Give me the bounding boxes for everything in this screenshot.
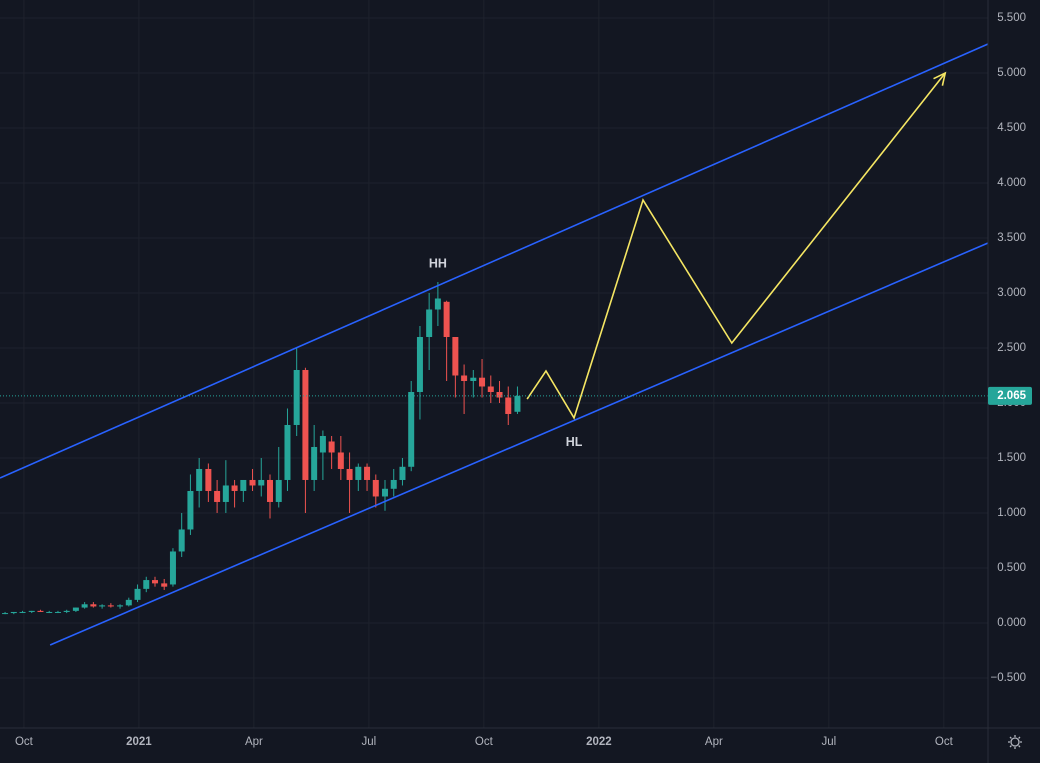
y-tick-label: −0.500 bbox=[991, 672, 1027, 684]
candle-body bbox=[319, 435, 326, 453]
candle-body bbox=[125, 599, 132, 606]
x-tick-label: Oct bbox=[935, 736, 954, 748]
y-tick-label: 3.000 bbox=[997, 287, 1026, 299]
candle-body bbox=[364, 466, 371, 480]
candle-body bbox=[408, 391, 415, 467]
candle-body bbox=[10, 611, 17, 614]
candle-body bbox=[99, 605, 106, 607]
candle-body bbox=[205, 468, 212, 491]
y-tick-label: 0.000 bbox=[997, 617, 1026, 629]
candle-body bbox=[372, 479, 379, 497]
annotation: HH bbox=[429, 256, 447, 270]
candle-body bbox=[390, 479, 397, 489]
candle-body bbox=[214, 490, 221, 502]
candle-body bbox=[514, 395, 521, 412]
candle-body bbox=[258, 479, 265, 486]
candle-body bbox=[107, 605, 114, 607]
candle-body bbox=[487, 386, 494, 392]
candle-body bbox=[54, 611, 61, 613]
candle-body bbox=[452, 336, 459, 376]
candle-body bbox=[266, 479, 273, 502]
plot-area: HH HL bbox=[0, 43, 989, 646]
candle-body bbox=[117, 605, 124, 607]
y-tick-label: 4.000 bbox=[997, 177, 1026, 189]
candle-body bbox=[275, 479, 282, 502]
x-tick-label: 2022 bbox=[586, 736, 612, 748]
y-tick-label: 0.500 bbox=[997, 562, 1026, 574]
candle-body bbox=[479, 377, 486, 387]
candle-body bbox=[381, 488, 388, 497]
candle-body bbox=[346, 468, 353, 480]
x-tick-label: Oct bbox=[475, 736, 494, 748]
candle-body bbox=[231, 485, 238, 491]
candle-body bbox=[328, 441, 335, 453]
y-tick-label: 5.500 bbox=[997, 12, 1026, 24]
candle-body bbox=[399, 466, 406, 480]
settings-icon-spokes[interactable] bbox=[1008, 735, 1022, 749]
trend-line bbox=[0, 43, 989, 479]
x-tick-label: Apr bbox=[245, 736, 263, 748]
y-tick-label: 5.000 bbox=[997, 67, 1026, 79]
candle-body bbox=[311, 446, 318, 480]
annotation: HL bbox=[566, 435, 583, 449]
candle-body bbox=[496, 391, 503, 398]
last-price-label: 2.065 bbox=[997, 390, 1026, 402]
y-tick-label: 4.500 bbox=[997, 122, 1026, 134]
grid bbox=[0, 0, 988, 728]
candle-body bbox=[19, 611, 26, 613]
y-tick-label: 1.000 bbox=[997, 507, 1026, 519]
settings-icon[interactable] bbox=[1008, 735, 1022, 749]
candle-body bbox=[337, 452, 344, 469]
candle-body bbox=[143, 580, 150, 589]
trend-line bbox=[526, 72, 946, 420]
candle-body bbox=[284, 424, 291, 480]
axes: −0.5000.0000.5001.0001.5002.0002.5003.00… bbox=[15, 12, 1032, 748]
candle-body bbox=[28, 610, 35, 612]
candle-body bbox=[434, 298, 441, 310]
arrow-head bbox=[933, 71, 947, 86]
candle-body bbox=[2, 613, 9, 615]
x-tick-label: 2021 bbox=[126, 736, 152, 748]
candle-body bbox=[46, 611, 53, 613]
candle-body bbox=[187, 490, 194, 530]
y-tick-label: 1.500 bbox=[997, 452, 1026, 464]
candle-body bbox=[416, 336, 423, 392]
candle-body bbox=[470, 377, 477, 381]
candle-body bbox=[293, 369, 300, 425]
last-price-badge bbox=[988, 386, 1032, 405]
candle-body bbox=[505, 397, 512, 414]
candle-body bbox=[169, 551, 176, 585]
candle-body bbox=[161, 583, 168, 587]
candle-body bbox=[72, 607, 79, 611]
candle-body bbox=[240, 479, 247, 491]
x-tick-label: Oct bbox=[15, 736, 34, 748]
x-tick-label: Jul bbox=[362, 736, 377, 748]
candle-body bbox=[222, 485, 229, 502]
candle-body bbox=[426, 309, 433, 337]
candle-body bbox=[196, 468, 203, 491]
candle-body bbox=[37, 610, 44, 612]
x-tick-label: Jul bbox=[822, 736, 837, 748]
candle-body bbox=[152, 580, 159, 584]
candle-body bbox=[249, 479, 256, 486]
candle-body bbox=[90, 604, 97, 607]
candle-body bbox=[81, 604, 88, 608]
x-tick-label: Apr bbox=[705, 736, 723, 748]
y-tick-label: 3.500 bbox=[997, 232, 1026, 244]
candle-body bbox=[355, 466, 362, 480]
candle-body bbox=[443, 301, 450, 337]
y-tick-label: 2.500 bbox=[997, 342, 1026, 354]
candle-body bbox=[302, 369, 309, 480]
trend-line bbox=[49, 242, 989, 646]
candle-body bbox=[63, 610, 70, 612]
candle-body bbox=[178, 529, 185, 552]
candle-body bbox=[134, 588, 141, 600]
candle-body bbox=[461, 375, 468, 381]
settings-icon-ring[interactable] bbox=[1010, 737, 1020, 747]
